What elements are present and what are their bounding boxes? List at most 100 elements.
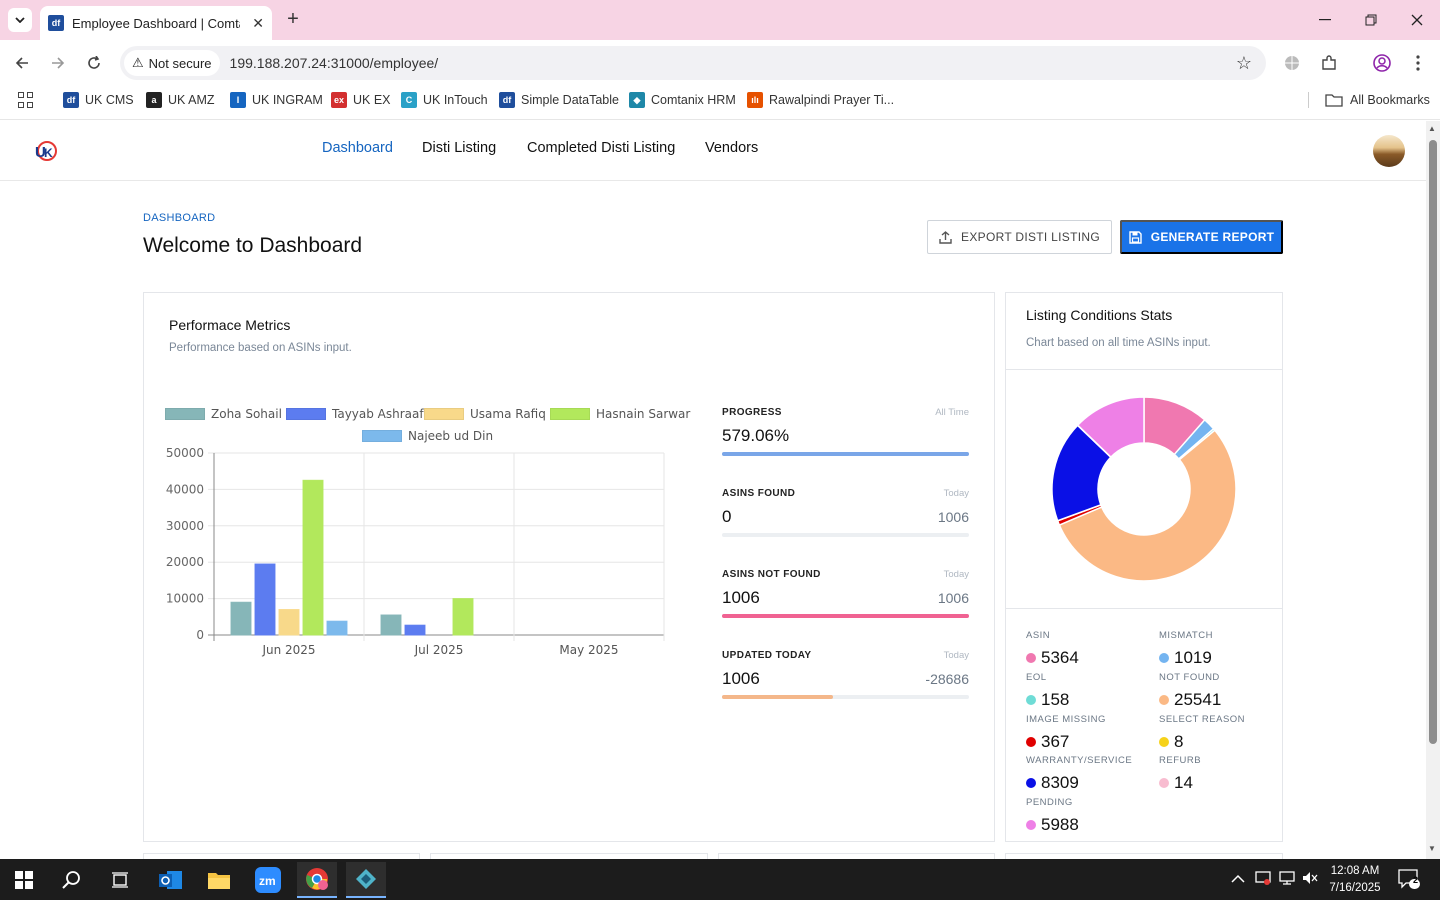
generate-report-button[interactable]: GENERATE REPORT <box>1120 220 1283 254</box>
bookmark-uk-ingram[interactable]: I UK INGRAM <box>230 90 323 110</box>
condition-color-dot-icon <box>1026 695 1036 705</box>
browser-menu-icon[interactable] <box>1405 50 1431 76</box>
asins-not-found-bar <box>722 614 969 618</box>
legend-label: Tayyab Ashraaf <box>332 407 424 421</box>
condition-label: EOL <box>1026 672 1047 683</box>
site-security-chip[interactable]: ⚠ Not secure <box>124 50 220 76</box>
tab-search-button[interactable] <box>8 8 32 32</box>
summary-card <box>718 853 995 861</box>
asins-found-bar <box>722 533 969 537</box>
apps-grid-icon[interactable] <box>18 92 34 108</box>
nav-disti-listing[interactable]: Disti Listing <box>422 140 497 156</box>
scrollbar-thumb[interactable] <box>1429 140 1437 744</box>
bookmark-label: UK CMS <box>85 93 134 107</box>
nav-dashboard[interactable]: Dashboard <box>322 140 393 156</box>
profile-icon[interactable] <box>1369 50 1395 76</box>
new-tab-button[interactable]: + <box>287 7 299 30</box>
bookmark-label: UK AMZ <box>168 93 215 107</box>
stat-label-asins-found: ASINS FOUND <box>722 488 796 499</box>
summary-card <box>143 853 420 861</box>
nav-completed-disti-listing[interactable]: Completed Disti Listing <box>527 140 676 156</box>
condition-count: 5988 <box>1041 815 1079 834</box>
legend-item[interactable]: Zoha Sohail <box>165 407 282 421</box>
bookmark-label: UK InTouch <box>423 93 488 107</box>
save-icon <box>1128 230 1142 244</box>
show-hidden-icons-chevron-icon[interactable] <box>1231 871 1245 886</box>
legend-item[interactable]: Hasnain Sarwar <box>550 407 690 421</box>
bookmark-star-icon[interactable]: ☆ <box>1235 52 1252 73</box>
updated-today-bar <box>722 695 969 699</box>
bookmark-uk-ex[interactable]: ex UK EX <box>331 90 391 110</box>
search-button[interactable] <box>52 862 92 898</box>
conditions-donut-chart <box>1051 396 1237 582</box>
network-icon[interactable] <box>1279 871 1295 888</box>
vpn-tray-icon[interactable] <box>1255 871 1271 888</box>
start-button[interactable] <box>4 862 44 898</box>
system-clock[interactable]: 12:08 AM 7/16/2025 <box>1322 863 1388 897</box>
chart-bar <box>380 614 402 636</box>
chart-bar <box>326 620 348 636</box>
bookmark-prayer-times[interactable]: ılı Rawalpindi Prayer Ti... <box>747 90 894 110</box>
bookmark-label: Comtanix HRM <box>651 93 736 107</box>
bookmark-favicon-icon: df <box>63 92 79 108</box>
stat-tag: Today <box>943 569 969 580</box>
forward-button[interactable] <box>45 50 71 76</box>
bookmark-favicon-icon: I <box>230 92 246 108</box>
stat-label-asins-not-found: ASINS NOT FOUND <box>722 569 821 580</box>
bookmark-comtanix-hrm[interactable]: ◆ Comtanix HRM <box>629 90 736 110</box>
translate-icon[interactable] <box>1279 50 1305 76</box>
task-view-icon <box>112 872 128 888</box>
file-explorer-app[interactable] <box>199 862 239 898</box>
condition-count: 158 <box>1041 690 1070 709</box>
extensions-icon[interactable] <box>1316 50 1342 76</box>
condition-count: 14 <box>1174 773 1193 792</box>
y-tick-label: 40000 <box>166 482 204 496</box>
condition-label: NOT FOUND <box>1159 672 1220 683</box>
bookmark-uk-cms[interactable]: df UK CMS <box>63 90 134 110</box>
export-disti-listing-button[interactable]: EXPORT DISTI LISTING <box>927 220 1112 254</box>
close-icon <box>1411 14 1423 26</box>
company-logo-icon[interactable]: U K <box>33 138 59 164</box>
minimize-button[interactable] <box>1302 0 1348 40</box>
tab-close-icon[interactable]: ✕ <box>252 14 264 31</box>
notification-count: 2 <box>1413 875 1419 885</box>
outlook-app[interactable] <box>151 862 191 898</box>
windows-taskbar <box>0 859 1440 900</box>
stat-total: 1006 <box>937 509 969 525</box>
bookmark-favicon-icon: ◆ <box>629 92 645 108</box>
comtanix-app[interactable] <box>346 862 386 898</box>
donut-slice[interactable] <box>1076 396 1145 459</box>
app-header <box>0 121 1426 181</box>
browser-tab[interactable]: df Employee Dashboard | Comtanix ✕ <box>40 6 272 40</box>
legend-item[interactable]: Usama Rafiq <box>424 407 546 421</box>
bookmark-uk-intouch[interactable]: C UK InTouch <box>401 90 488 110</box>
bookmark-simple-datatable[interactable]: df Simple DataTable <box>499 90 619 110</box>
scroll-down-arrow-icon[interactable]: ▼ <box>1428 844 1436 853</box>
close-window-button[interactable] <box>1394 0 1440 40</box>
task-view-button[interactable] <box>100 862 140 898</box>
folder-icon <box>208 873 230 889</box>
legend-item[interactable]: Najeeb ud Din <box>362 429 493 443</box>
zoom-app[interactable]: zm <box>248 862 288 898</box>
nav-vendors[interactable]: Vendors <box>705 140 759 156</box>
donut-slice[interactable] <box>1058 429 1237 582</box>
reload-button[interactable] <box>81 50 107 76</box>
scroll-up-arrow-icon[interactable]: ▲ <box>1428 124 1436 133</box>
volume-muted-icon[interactable] <box>1302 871 1318 888</box>
condition-count: 1019 <box>1174 648 1212 667</box>
performance-subtitle: Performance based on ASINs input. <box>169 342 352 354</box>
export-label: EXPORT DISTI LISTING <box>961 230 1100 244</box>
url-text[interactable]: 199.188.207.24:31000/employee/ <box>229 55 439 71</box>
all-bookmarks-button[interactable]: All Bookmarks <box>1325 90 1430 110</box>
chrome-app[interactable] <box>297 862 337 898</box>
bookmark-uk-amz[interactable]: a UK AMZ <box>146 90 215 110</box>
notification-center-button[interactable]: 2 <box>1398 869 1420 892</box>
address-bar[interactable]: ⚠ Not secure 199.188.207.24:31000/employ… <box>120 46 1266 80</box>
legend-swatch <box>362 430 402 442</box>
zoom-icon: zm <box>255 867 281 893</box>
diamond-app-icon <box>356 869 376 889</box>
legend-item[interactable]: Tayyab Ashraaf <box>286 407 424 421</box>
user-avatar[interactable] <box>1373 135 1405 167</box>
back-button[interactable] <box>9 50 35 76</box>
restore-button[interactable] <box>1348 0 1394 40</box>
